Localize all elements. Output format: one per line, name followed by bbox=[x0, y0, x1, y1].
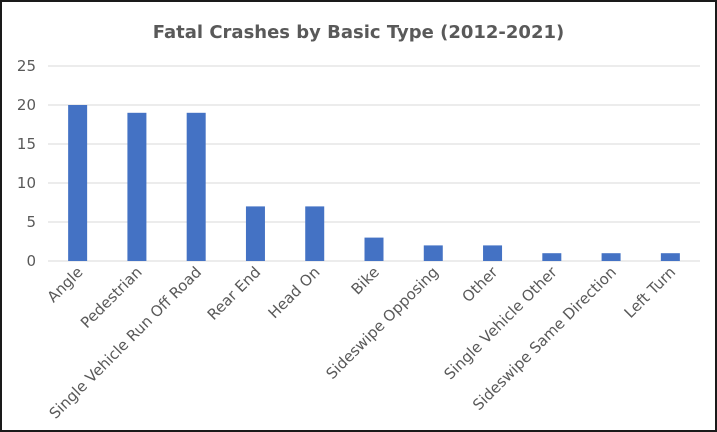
bar bbox=[483, 245, 503, 261]
bar bbox=[542, 253, 562, 261]
bar bbox=[305, 206, 325, 261]
x-category-label: Sideswipe Opposing bbox=[322, 263, 442, 383]
bar bbox=[245, 206, 265, 261]
x-category-label: Angle bbox=[44, 263, 87, 306]
y-tick-label: 5 bbox=[26, 213, 36, 231]
x-category-label: Other bbox=[459, 263, 502, 306]
bar bbox=[601, 253, 621, 261]
x-category-label: Rear End bbox=[204, 263, 265, 324]
bar bbox=[660, 253, 680, 261]
y-tick-label: 0 bbox=[26, 252, 36, 270]
y-tick-label: 20 bbox=[17, 96, 36, 114]
y-tick-label: 15 bbox=[17, 135, 36, 153]
x-category-label: Single Vehicle Other bbox=[441, 263, 562, 384]
y-tick-label: 25 bbox=[17, 57, 36, 75]
x-category-label: Left Turn bbox=[621, 263, 680, 322]
x-category-label: Bike bbox=[348, 263, 383, 298]
bar bbox=[364, 237, 384, 261]
x-category-label: Head On bbox=[265, 263, 324, 322]
bar bbox=[127, 112, 147, 261]
bar bbox=[423, 245, 443, 261]
y-tick-label: 10 bbox=[17, 174, 36, 192]
chart-title: Fatal Crashes by Basic Type (2012-2021) bbox=[152, 22, 565, 43]
bar bbox=[186, 112, 206, 261]
bar bbox=[68, 105, 88, 261]
